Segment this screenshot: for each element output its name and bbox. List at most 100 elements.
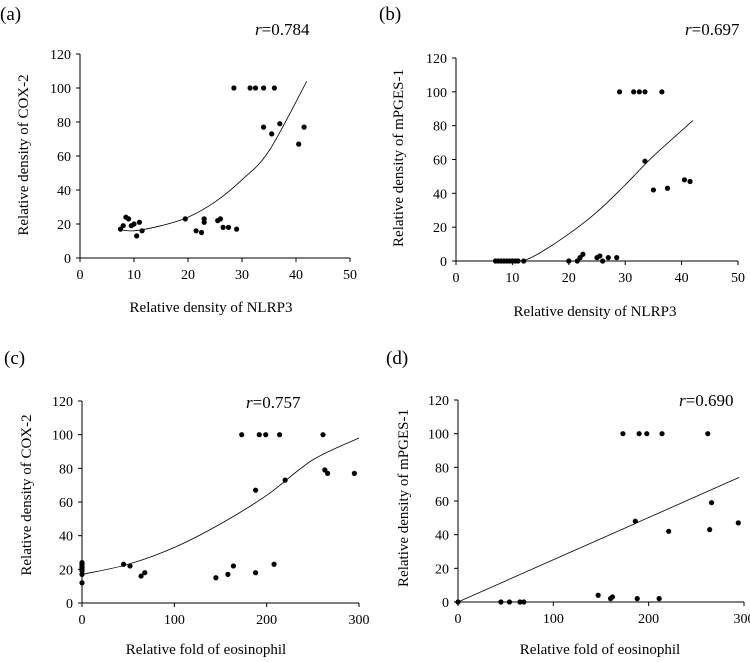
panel-c: (c) r=0.757 Relative fold of eosinophil … [4,348,370,658]
data-point [261,85,267,91]
x-tick-label: 10 [505,271,519,286]
x-tick-label: 30 [235,268,249,283]
x-tick-label: 30 [618,271,632,286]
y-tick-label: 60 [59,496,73,511]
r-symbol: r [679,391,686,410]
data-point [455,599,461,605]
data-point [600,258,606,264]
data-point [566,258,572,264]
data-point [325,470,331,476]
x-tick-label: 200 [256,613,277,628]
r-value: =0.757 [253,393,301,412]
data-point [252,487,259,493]
data-point [708,500,715,506]
plot-area: 0 20 40 60 80 100 120 0 100 200 300 [428,394,750,627]
y-tick-label: 0 [442,596,449,611]
x-tick-label: 300 [734,612,750,627]
data-point [636,89,642,95]
data-point [705,431,711,437]
x-tick-label: 40 [289,268,303,283]
y-tick-label: 0 [64,252,71,267]
data-point [138,573,144,579]
x-axis-title: Relative fold of eosinophil [520,642,680,658]
panel-label: (b) [379,4,401,25]
data-point [225,224,232,230]
panel-d: (d) r=0.690 Relative fold of eosinophil … [386,348,750,658]
data-point [515,258,521,264]
x-tick-label: 10 [127,268,141,283]
panel-label: (a) [0,4,21,25]
data-point [634,596,640,602]
y-tick-label: 20 [59,563,73,578]
data-point [276,432,283,438]
data-point [681,177,688,183]
data-point [136,219,142,225]
data-point [252,85,259,91]
y-tick-label: 80 [59,462,73,477]
data-point [656,596,662,602]
plot-area: 0 20 40 60 80 100 120 0 10 20 30 40 50 [426,52,745,286]
correlation-label: r=0.784 [255,20,310,39]
data-point [230,563,237,569]
x-tick-label: 300 [349,613,370,628]
data-point [131,221,137,227]
data-point [282,477,288,483]
data-point [120,223,126,229]
data-point [217,216,223,222]
data-point [120,561,127,567]
x-tick-label: 20 [181,268,195,283]
data-point [320,432,326,438]
data-point [506,599,513,605]
data-point [521,599,527,605]
data-point [198,229,205,236]
data-point [636,431,642,437]
data-point [271,85,277,91]
y-tick-label: 100 [428,428,449,443]
data-point [605,255,611,261]
x-tick-label: 100 [164,613,185,628]
data-point [239,432,245,438]
x-tick-label: 50 [731,271,745,286]
data-point [269,131,275,137]
data-point [597,253,603,259]
x-axis-title: Relative density of NLRP3 [130,300,293,316]
y-tick-label: 120 [428,394,449,409]
data-point [79,580,85,586]
y-tick-label: 100 [52,429,73,444]
y-tick-label: 20 [435,562,449,577]
y-tick-label: 80 [433,120,447,135]
correlation-label: r=0.697 [685,20,740,39]
y-tick-label: 120 [52,395,73,410]
x-tick-label: 200 [638,612,659,627]
correlation-label: r=0.757 [246,393,301,412]
r-symbol: r [246,393,253,412]
data-point [521,258,527,264]
data-point [632,518,638,524]
data-point [261,124,267,130]
x-axis-title: Relative density of NLRP3 [514,304,677,320]
data-point [642,89,648,95]
data-point [234,226,240,232]
trendline [523,120,694,262]
data-point [139,228,145,234]
trendline [81,437,360,575]
data-point [659,89,665,95]
x-tick-label: 50 [343,268,357,283]
data-point [614,255,620,261]
data-point [620,431,626,437]
y-tick-label: 40 [435,529,449,544]
data-point [213,575,219,581]
y-tick-label: 80 [57,116,71,131]
data-point [252,570,259,576]
y-tick-label: 100 [426,86,447,101]
y-tick-label: 80 [435,461,449,476]
data-point [707,527,713,533]
r-symbol: r [685,20,692,39]
data-point [201,216,207,222]
data-point [142,570,148,576]
y-tick-label: 60 [433,154,447,169]
y-tick-label: 120 [50,48,71,63]
data-point [225,571,231,577]
data-point [126,216,132,222]
